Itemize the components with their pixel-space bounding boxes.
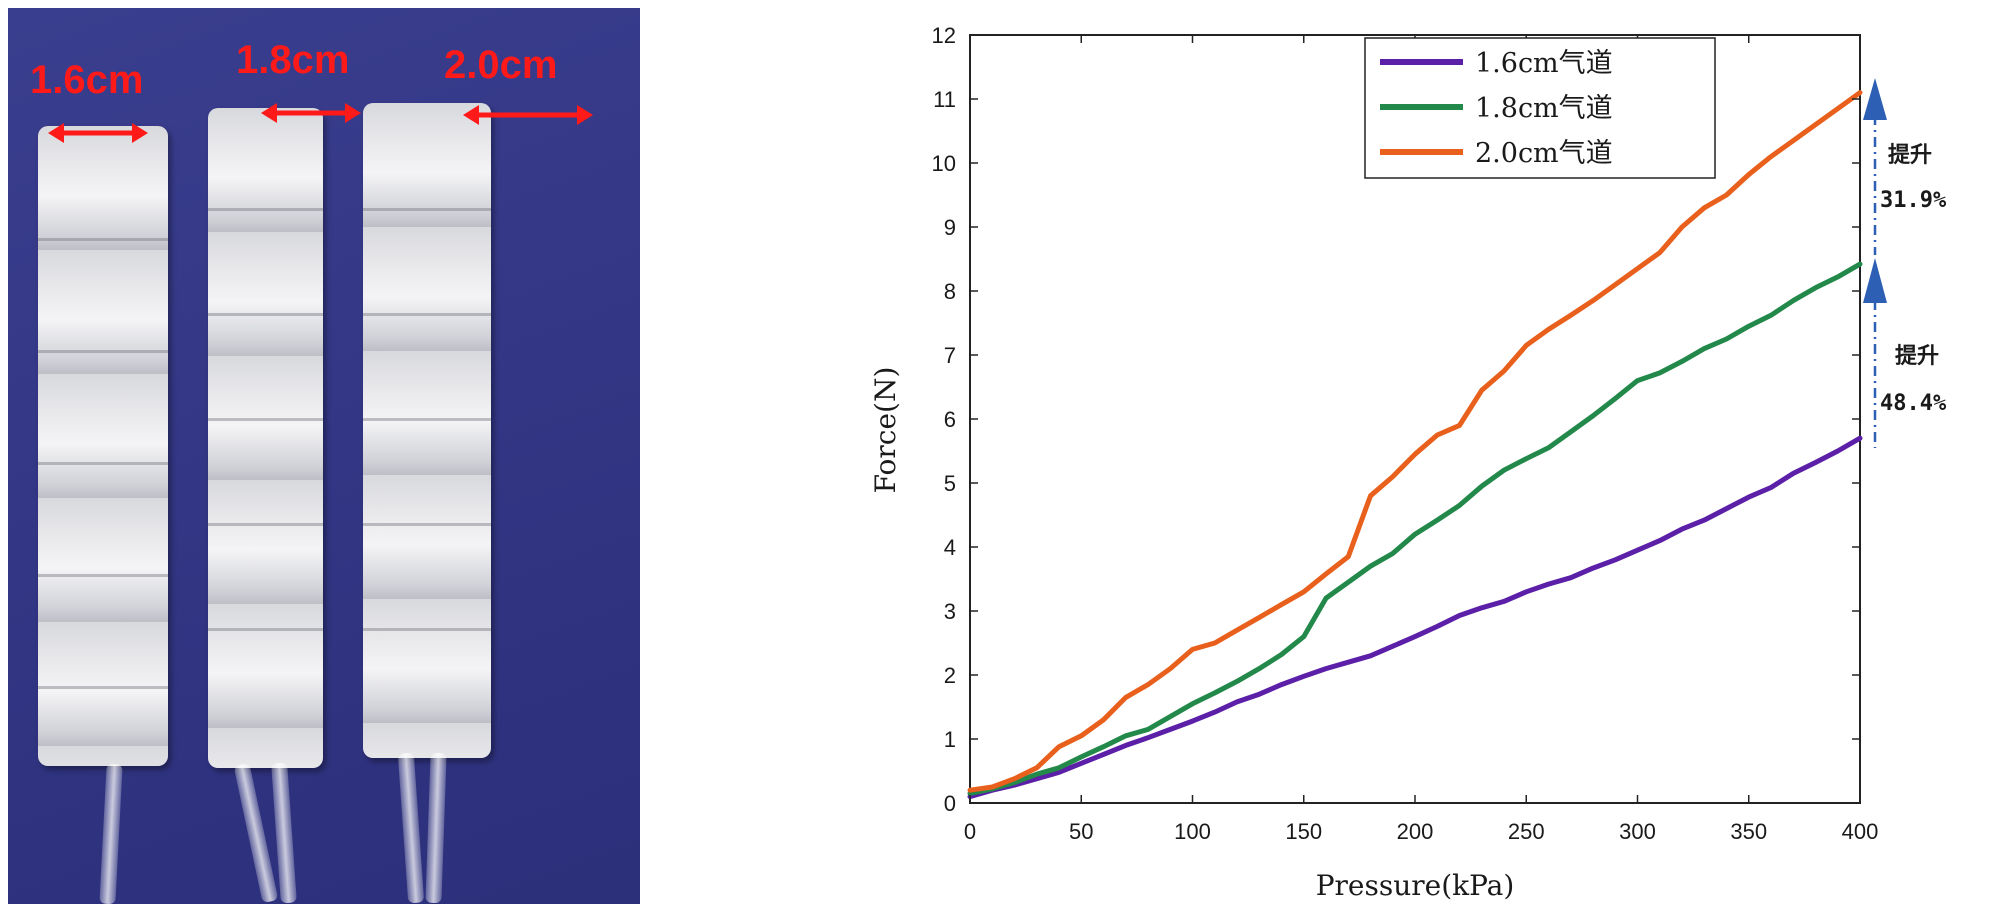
y-tick-label-3: 3 (944, 599, 956, 624)
improvement-annotations: 提升 31.9% 提升 48.4% (1863, 78, 1947, 448)
annotation-arrowhead-1 (1863, 78, 1887, 120)
air-tube-2b (271, 762, 297, 904)
x-tick-label-4: 200 (1397, 819, 1434, 844)
actuator-1-8cm (208, 108, 323, 768)
y-tick-label-10: 10 (932, 151, 956, 176)
annotation-label-2: 提升 (1895, 343, 1939, 369)
legend-label-2: 1.8cm气道 (1475, 93, 1613, 124)
x-tick-label-8: 400 (1842, 819, 1879, 844)
series-layer (967, 90, 1863, 800)
annotation-value-2: 48.4% (1880, 391, 1947, 416)
y-tick-label-7: 7 (944, 343, 956, 368)
x-tick-label-0: 0 (964, 819, 976, 844)
y-tick-label-5: 5 (944, 471, 956, 496)
legend: 1.6cm气道 1.8cm气道 2.0cm气道 (1364, 37, 1716, 179)
y-tick-label-8: 8 (944, 279, 956, 304)
annotation-value-1: 31.9% (1880, 188, 1947, 213)
y-tick-label-0: 0 (944, 791, 956, 816)
width-arrow-1 (48, 123, 148, 143)
x-tick-label-2: 100 (1174, 819, 1211, 844)
annotation-label-1: 提升 (1888, 142, 1932, 168)
air-tube-3 (397, 752, 425, 904)
y-tick-label-9: 9 (944, 215, 956, 240)
y-tick-label-4: 4 (944, 535, 956, 560)
y-tick-label-2: 2 (944, 663, 956, 688)
y-tick-label-12: 12 (932, 23, 956, 48)
x-tick-label-5: 250 (1508, 819, 1545, 844)
x-axis-title: Pressure(kPa) (1316, 869, 1515, 902)
width-arrow-2 (261, 103, 361, 123)
legend-label-3: 2.0cm气道 (1475, 138, 1613, 169)
actuator-2-0cm (363, 103, 491, 758)
size-label-3: 2.0cm (444, 43, 558, 87)
legend-label-1: 1.6cm气道 (1475, 48, 1613, 79)
size-label-1: 1.6cm (30, 58, 144, 102)
force-pressure-chart: 0 50 100 150 200 250 300 350 4000123456789101112… (869, 23, 1947, 902)
air-tube-3b (425, 752, 447, 904)
x-tick-label-3: 150 (1285, 819, 1322, 844)
y-axis-title: Force(N) (869, 367, 902, 494)
y-tick-label-1: 1 (944, 727, 956, 752)
x-tick-label-7: 350 (1730, 819, 1767, 844)
annotation-arrowhead-2 (1863, 258, 1887, 303)
width-arrow-3 (463, 105, 593, 125)
actuator-1-6cm (38, 126, 168, 766)
series-line-2 (967, 261, 1863, 796)
y-tick-label-6: 6 (944, 407, 956, 432)
actuator-photo: 1.6cm 1.8cm 2.0cm (8, 8, 640, 904)
series-line-3 (967, 90, 1863, 793)
y-tick-label-11: 11 (933, 87, 956, 112)
series-line-1 (967, 435, 1863, 800)
x-tick-label-1: 50 (1069, 819, 1093, 844)
size-label-2: 1.8cm (236, 38, 350, 82)
x-tick-label-6: 300 (1619, 819, 1656, 844)
air-tube-1 (99, 763, 123, 904)
